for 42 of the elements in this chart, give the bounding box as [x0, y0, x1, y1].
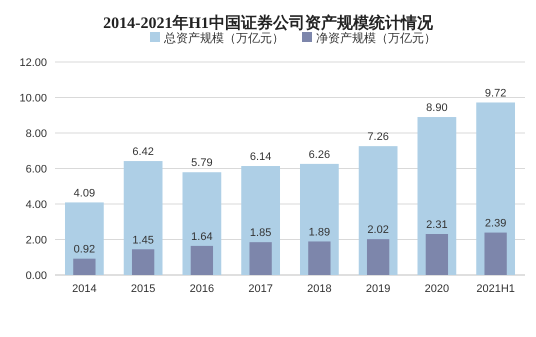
y-tick-label: 12.00 — [19, 57, 47, 69]
chart-title: 2014-2021年H1中国证券公司资产规模统计情况 — [103, 14, 434, 32]
y-tick-label: 6.00 — [26, 164, 47, 176]
bar — [484, 232, 507, 275]
y-tick-label: 8.00 — [26, 128, 47, 140]
legend-label: 总资产规模（万亿元） — [163, 31, 284, 45]
x-tick-label: 2020 — [424, 283, 450, 295]
bar — [366, 239, 390, 275]
data-label: 1.45 — [132, 234, 154, 246]
x-tick-label: 2018 — [307, 283, 332, 295]
y-tick-label: 2.00 — [26, 234, 47, 246]
data-label: 6.42 — [132, 146, 154, 158]
x-tick-label: 2019 — [366, 283, 390, 295]
data-label: 7.26 — [367, 131, 389, 144]
x-tick-label: 2021H1 — [476, 283, 515, 295]
y-tick-label: 10.00 — [19, 92, 47, 104]
data-label: 6.26 — [308, 148, 330, 161]
x-tick-label: 2016 — [190, 283, 214, 295]
data-label: 5.79 — [191, 157, 213, 170]
bar — [249, 242, 272, 275]
data-label: 6.14 — [250, 151, 272, 164]
data-label: 2.31 — [426, 218, 448, 231]
legend-label: 净资产规模（万亿元） — [316, 31, 436, 45]
data-label: 8.90 — [426, 102, 448, 114]
data-label: 1.89 — [308, 226, 330, 238]
data-label: 9.72 — [484, 87, 506, 100]
bar — [190, 246, 214, 275]
data-label: 2.39 — [484, 218, 506, 230]
y-tick-label: 4.00 — [26, 199, 47, 211]
data-label: 0.92 — [74, 244, 96, 256]
x-tick-label: 2017 — [248, 283, 273, 295]
data-label: 1.85 — [250, 227, 272, 240]
bar — [132, 249, 154, 275]
data-label: 2.02 — [367, 224, 389, 236]
bar — [308, 241, 331, 275]
x-tick-label: 2014 — [72, 283, 97, 295]
bar — [73, 258, 96, 275]
data-label: 4.09 — [74, 187, 96, 200]
bar — [426, 234, 448, 275]
data-label: 1.64 — [191, 230, 213, 243]
x-tick-label: 2015 — [130, 283, 156, 295]
y-tick-label: 0.00 — [26, 270, 47, 282]
